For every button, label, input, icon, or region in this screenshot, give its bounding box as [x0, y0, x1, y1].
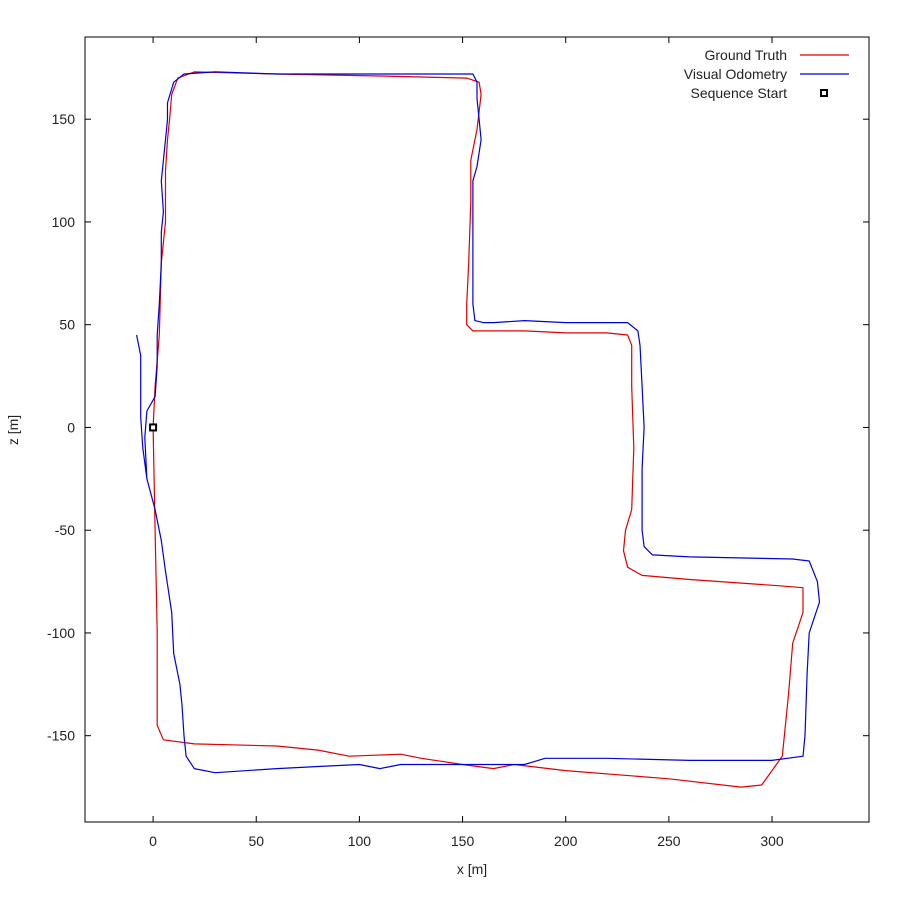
- x-tick-label: 300: [760, 833, 784, 849]
- y-tick-label: 150: [52, 111, 76, 127]
- series-line-1: [136, 71, 821, 774]
- x-tick-label: 250: [657, 833, 681, 849]
- y-tick-label: -100: [47, 625, 75, 641]
- x-tick-label: 0: [149, 833, 157, 849]
- x-axis-label: x [m]: [457, 861, 487, 877]
- y-tick-label: 0: [67, 419, 75, 435]
- plot-frame: [84, 36, 870, 823]
- y-axis-label: z [m]: [5, 415, 21, 445]
- legend-swatch-2: [820, 89, 828, 97]
- series-layer: [136, 71, 821, 788]
- x-tick-label: 200: [554, 833, 578, 849]
- x-tick-label: 100: [348, 833, 372, 849]
- y-tick-label: 50: [59, 317, 75, 333]
- y-tick-label: -50: [55, 522, 75, 538]
- legend-label-1: Visual Odometry: [684, 66, 787, 82]
- x-tick-label: 150: [451, 833, 475, 849]
- sequence-start-marker: [149, 423, 158, 432]
- legend-label-2: Sequence Start: [690, 85, 787, 101]
- legend: Ground Truth Visual Odometry Sequence Star…: [684, 47, 849, 101]
- y-tick-label: -150: [47, 728, 75, 744]
- series-line-0: [152, 71, 804, 788]
- legend-label-0: Ground Truth: [705, 47, 788, 63]
- x-axis: 0 50 100 150 200 250 300: [149, 37, 784, 849]
- y-axis: -150 -100 -50 0 50 100 150: [47, 111, 869, 744]
- y-tick-label: 100: [52, 214, 76, 230]
- x-tick-label: 50: [248, 833, 264, 849]
